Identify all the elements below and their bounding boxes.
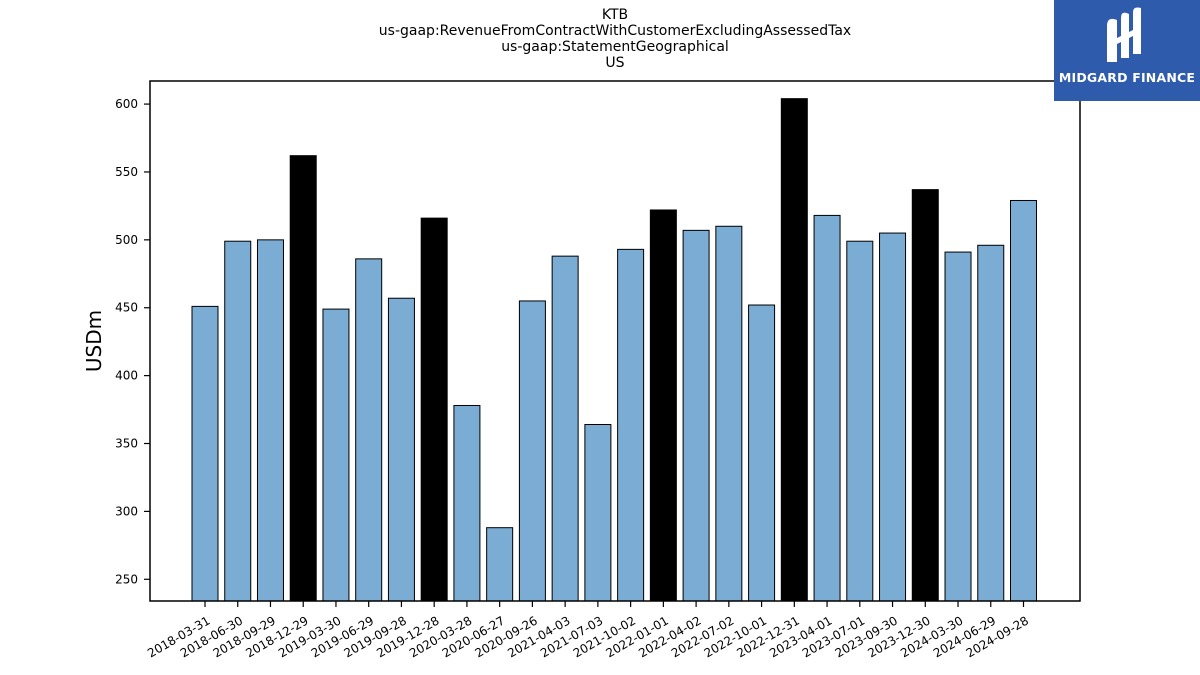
y-tick-label-350: 350 [115,437,138,451]
y-tick-label-400: 400 [115,369,138,383]
bar-2024-06-29 [977,244,1005,602]
bar-2018-09-29 [256,239,284,602]
bar-2021-07-03 [584,424,612,602]
bar-2019-06-29 [355,258,383,602]
chart-subtitle-concept: us-gaap:RevenueFromContractWithCustomerE… [378,23,852,39]
y-tick-label-500: 500 [115,233,138,247]
bar-2018-03-31 [191,305,219,602]
bar-2019-09-28 [387,297,415,602]
y-axis-label: USDm [82,310,106,372]
bar-2023-04-01 [813,214,841,602]
bar-2021-10-02 [617,248,645,602]
bar-2018-06-30 [224,240,252,602]
bar-2023-09-30 [879,232,907,602]
bar-2023-12-30 [911,189,939,602]
y-tick-label-300: 300 [115,504,138,518]
bar-2024-03-30 [944,251,972,602]
y-tick-label-600: 600 [115,97,138,111]
bar-2022-12-31 [780,98,808,602]
bar-2023-07-01 [846,240,874,602]
chart-subtitle-axis: us-gaap:StatementGeographical [501,39,729,55]
plot-frame [149,80,1081,602]
bar-2019-12-28 [420,217,448,602]
bar-2024-09-28 [1010,199,1037,602]
y-tick-label-450: 450 [115,301,138,315]
bar-2020-09-26 [518,300,546,602]
y-tick-label-250: 250 [115,572,138,586]
bar-2018-12-29 [289,155,317,602]
midgard-logo-icon [1107,7,1141,62]
logo-text: MIDGARD FINANCE [1058,70,1196,85]
midgard-finance-logo: MIDGARD FINANCE [1054,0,1200,101]
y-tick-label-550: 550 [115,165,138,179]
bar-2022-07-02 [715,225,743,602]
chart-title: KTB [601,7,629,23]
bar-2022-04-02 [682,229,710,602]
bar-2022-10-01 [748,304,776,602]
bar-2019-03-30 [322,308,350,602]
bar-2020-06-27 [486,527,514,602]
chart-subtitle-member: US [605,55,625,71]
bar-2020-03-28 [453,404,481,602]
bar-2021-04-03 [551,255,579,602]
chart-title-block: KTB us-gaap:RevenueFromContractWithCusto… [150,7,1080,71]
bar-2022-01-01 [649,209,677,602]
